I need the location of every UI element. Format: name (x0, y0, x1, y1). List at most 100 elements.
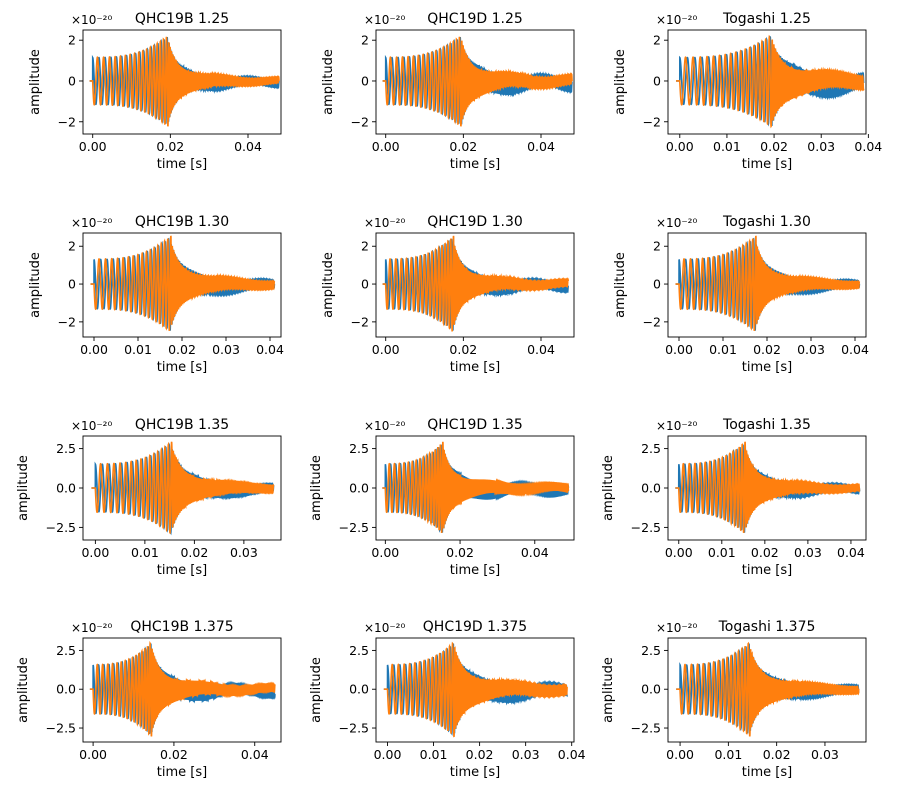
y-tick-label: −2 (351, 314, 369, 329)
y-tick-label: −2 (58, 314, 76, 329)
y-tick-label: 0.0 (56, 682, 76, 697)
y-tick-label: 2 (68, 33, 76, 48)
y-tick-label: −2 (643, 314, 661, 329)
x-tick-label: 0.01 (131, 545, 159, 560)
x-tick-label: 0.04 (558, 747, 586, 762)
x-tick-label: 0.03 (797, 342, 825, 357)
axes-frame (375, 29, 575, 135)
x-axis-label: time [s] (450, 563, 500, 578)
x-tick-label: 0.00 (665, 545, 693, 560)
x-axis-label: time [s] (450, 360, 500, 375)
offset-multiplier: ×10⁻²⁰ (71, 216, 112, 230)
x-tick-label: 0.02 (449, 139, 477, 154)
axes-frame (375, 232, 575, 338)
x-tick-label: 0.00 (372, 342, 400, 357)
y-tick-label: −2 (351, 114, 369, 129)
y-axis-label: amplitude (321, 252, 336, 318)
x-tick-label: 0.02 (160, 747, 188, 762)
y-tick-label: −2 (643, 114, 661, 129)
x-tick-label: 0.04 (527, 139, 555, 154)
panel-4: 0.00 0.01 0.02 0.03 0.04 −2 0 2 time [s] amplitud… (28, 214, 284, 375)
x-tick-label: 0.02 (449, 342, 477, 357)
y-tick-label: 0 (361, 277, 369, 292)
panel-10: 0.00 0.02 0.04 −2.5 0.0 2.5 time [s] amplitude ×… (16, 619, 282, 780)
series-cross-line (675, 235, 861, 331)
y-tick-label: 0.0 (349, 481, 369, 496)
panel-title: Togashi 1.375 (718, 619, 816, 635)
panel-6: 0.00 0.01 0.02 0.03 0.04 −2 0 2 time [s] amplitud… (613, 214, 869, 375)
y-tick-label: 2.5 (349, 441, 369, 456)
x-tick-label: 0.00 (666, 747, 694, 762)
series-cross-line (90, 235, 276, 331)
y-axis-label: amplitude (309, 657, 324, 723)
panel-title: Togashi 1.25 (722, 11, 811, 27)
panel-title: Togashi 1.30 (722, 214, 811, 230)
x-tick-label: 0.00 (371, 545, 399, 560)
offset-multiplier: ×10⁻²⁰ (71, 621, 112, 635)
y-tick-label: 0.0 (349, 682, 369, 697)
y-tick-label: −2.5 (631, 520, 661, 535)
y-tick-label: 2.5 (56, 441, 76, 456)
y-axis-label: amplitude (601, 657, 616, 723)
offset-multiplier: ×10⁻²⁰ (364, 13, 405, 27)
panel-3: 0.00 0.01 0.02 0.03 0.04 −2 0 2 time [s] amplitud… (613, 11, 882, 172)
x-axis-label: time [s] (157, 157, 207, 172)
x-tick-label: 0.04 (241, 747, 269, 762)
y-axis-label: amplitude (613, 252, 628, 318)
series-cross-line (382, 441, 570, 534)
x-tick-label: 0.04 (256, 342, 284, 357)
panel-7: 0.00 0.01 0.02 0.03 −2.5 0.0 2.5 time [s] amplit… (16, 417, 282, 578)
y-tick-label: −2.5 (631, 721, 661, 736)
x-tick-label: 0.04 (837, 545, 865, 560)
y-tick-label: 2.5 (56, 643, 76, 658)
series-cross-line (676, 641, 860, 737)
x-tick-label: 0.01 (124, 342, 152, 357)
offset-multiplier: ×10⁻²⁰ (656, 216, 697, 230)
y-tick-label: 0 (653, 73, 661, 88)
panel-8: 0.00 0.02 0.04 −2.5 0.0 2.5 time [s] amplitude ×… (309, 417, 575, 578)
panel-title: QHC19B 1.375 (130, 619, 233, 635)
x-tick-label: 0.04 (234, 139, 262, 154)
x-tick-label: 0.03 (811, 747, 839, 762)
y-axis-label: amplitude (28, 49, 43, 115)
x-tick-label: 0.00 (374, 747, 402, 762)
x-tick-label: 0.00 (372, 139, 400, 154)
y-tick-label: 0.0 (56, 481, 76, 496)
x-tick-label: 0.02 (751, 545, 779, 560)
offset-multiplier: ×10⁻²⁰ (364, 621, 405, 635)
panel-9: 0.00 0.01 0.02 0.03 0.04 −2.5 0.0 2.5 time [s] am… (601, 417, 867, 578)
axes-frame (667, 29, 867, 135)
panel-title: QHC19B 1.30 (135, 214, 229, 230)
series-cross-line (382, 235, 569, 332)
series-cross-line (383, 641, 568, 738)
panel-title: QHC19D 1.375 (423, 619, 527, 635)
x-tick-label: 0.01 (714, 747, 742, 762)
x-tick-label: 0.03 (512, 747, 540, 762)
axes-frame (667, 637, 867, 743)
x-tick-label: 0.02 (156, 139, 184, 154)
x-tick-label: 0.03 (212, 342, 240, 357)
x-tick-label: 0.04 (854, 139, 882, 154)
y-tick-label: −2.5 (339, 520, 369, 535)
x-axis-label: time [s] (742, 765, 792, 780)
y-tick-label: 0 (653, 277, 661, 292)
x-tick-label: 0.02 (446, 545, 474, 560)
y-tick-label: 2 (361, 33, 369, 48)
y-tick-label: −2 (58, 114, 76, 129)
series-cross-line (382, 36, 573, 127)
panel-11: 0.00 0.01 0.02 0.03 0.04 −2.5 0.0 2.5 time [s] am… (309, 619, 586, 780)
series-cross-line (91, 441, 275, 535)
x-tick-label: 0.01 (708, 545, 736, 560)
y-tick-label: −2.5 (46, 520, 76, 535)
x-axis-label: time [s] (157, 765, 207, 780)
panel-title: QHC19D 1.30 (427, 214, 523, 230)
axes-frame (82, 29, 282, 135)
offset-multiplier: ×10⁻²⁰ (364, 216, 405, 230)
x-tick-label: 0.02 (753, 342, 781, 357)
x-tick-label: 0.01 (709, 342, 737, 357)
x-tick-label: 0.00 (80, 342, 108, 357)
offset-multiplier: ×10⁻²⁰ (656, 419, 697, 433)
axes-frame (375, 637, 575, 743)
series-cross-line (675, 441, 861, 533)
y-axis-label: amplitude (16, 657, 31, 723)
